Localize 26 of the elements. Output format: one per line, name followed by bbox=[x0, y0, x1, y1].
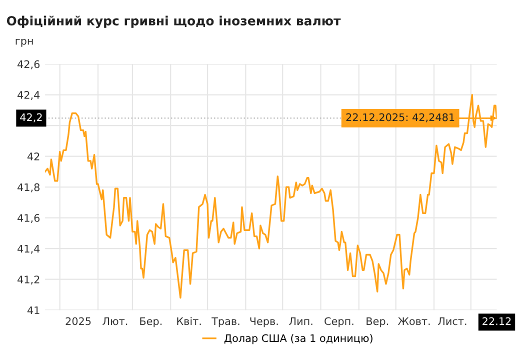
x-tick-label: Бер. bbox=[140, 317, 162, 328]
x-tick-label: Серп. bbox=[324, 317, 354, 328]
x-tick-label: Лист. bbox=[438, 317, 466, 326]
ref-line-label: 42,2 bbox=[20, 113, 42, 122]
y-tick-label: 41,4 bbox=[18, 244, 40, 254]
x-tick-label: Лип. bbox=[289, 317, 312, 325]
y-tick-label: 42 bbox=[27, 152, 40, 160]
annotation: 22.12.2025: 42,2481 bbox=[346, 113, 454, 122]
line-series bbox=[45, 94, 497, 299]
x-tick-label: Вер. bbox=[366, 317, 388, 328]
y-tick-label: 41,8 bbox=[18, 183, 40, 192]
x-tick-label: Квіт. bbox=[177, 317, 201, 325]
x-tick-label: Жовт. bbox=[398, 317, 430, 326]
x-tick-label: 22.12 bbox=[482, 317, 511, 325]
y-tick-label: 41 bbox=[27, 306, 40, 314]
y-tick-label: 41,6 bbox=[18, 214, 40, 223]
x-tick-label: Лют. bbox=[102, 317, 128, 326]
x-tick-label: Черв. bbox=[250, 317, 278, 328]
y-tick-label: 42,4 bbox=[18, 91, 40, 100]
x-tick-label: Трав. bbox=[212, 317, 240, 328]
y-tick-label: 41,2 bbox=[18, 276, 40, 285]
y-tick-label: 42,6 bbox=[18, 60, 40, 70]
legend-label: Долар США (за 1 одиницю) bbox=[224, 334, 372, 344]
x-tick-label: 2025 bbox=[66, 317, 91, 326]
y-axis-title: грн bbox=[16, 38, 33, 47]
chart-title: Офіційний курс гривні щодо іноземних валют bbox=[6, 16, 341, 28]
